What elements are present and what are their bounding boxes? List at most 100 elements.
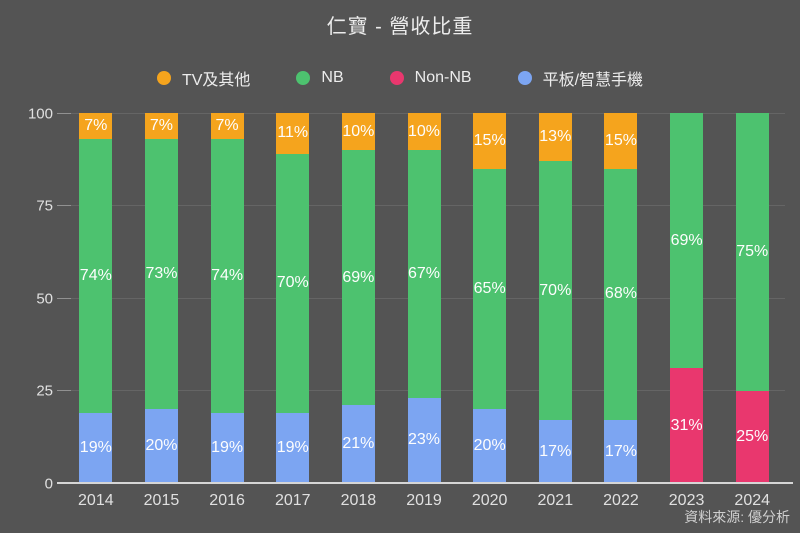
stacked-bar[interactable]: 31% 69% (670, 113, 704, 483)
bar-value-label: 19% (276, 438, 309, 456)
legend-label: 平板/智慧手機 (542, 72, 644, 89)
bar-value-label: 7% (215, 116, 239, 134)
bar-value-label: 69% (342, 268, 375, 286)
legend-label: TV及其他 (181, 72, 251, 89)
x-axis-label: 2016 (209, 492, 245, 509)
bar-segment-平板/智慧手機: 17% (538, 420, 572, 483)
bar-value-label: 69% (670, 231, 703, 249)
y-axis-tick-label: 50 (36, 290, 53, 307)
bar-value-label: 65% (473, 279, 506, 297)
bar-value-label: 70% (276, 274, 309, 292)
bar-column: 31% 69% 2023 (654, 113, 720, 509)
legend-swatch-icon (389, 71, 404, 85)
legend: TV及其他 NB Non-NB 平板/智慧手機 (0, 66, 800, 90)
bar-column: 23% 67% 10% 2019 (391, 113, 457, 509)
bar-value-label: 10% (342, 122, 375, 140)
bar-value-label: 17% (604, 442, 637, 460)
bar-value-label: 70% (539, 281, 572, 299)
stacked-bar[interactable]: 21% 69% 10% (341, 113, 375, 483)
y-axis-tick (57, 112, 71, 114)
chart-title: 仁寶 - 營收比重 (326, 16, 474, 38)
bar-column: 19% 74% 7% 2016 (194, 113, 260, 509)
x-axis-label: 2020 (471, 492, 508, 509)
bar-value-label: 74% (79, 266, 112, 284)
bar-columns: 19% 74% 7% 2014 20% 73% 7% 2015 19% 74% 7% 2016 19% 7… (63, 113, 785, 509)
y-axis-tick-label: 25 (36, 382, 53, 400)
bar-segment-TV及其他: 7% (79, 113, 113, 139)
bar-value-label: 7% (84, 116, 108, 134)
bar-value-label: 15% (473, 131, 506, 149)
bar-segment-Non-NB: 31% (670, 368, 704, 483)
bar-value-label: 21% (342, 435, 375, 453)
bar-column: 17% 68% 15% 2022 (588, 113, 654, 509)
bar-value-label: 75% (736, 242, 769, 260)
stacked-bar[interactable]: 19% 74% 7% (79, 113, 113, 483)
bar-column: 20% 73% 7% 2015 (129, 113, 195, 509)
bar-value-label: 20% (473, 437, 506, 454)
bar-value-label: 20% (145, 437, 178, 454)
bar-segment-NB: 69% (670, 113, 704, 369)
bar-segment-TV及其他: 15% (473, 113, 507, 169)
y-axis-tick-label: 100 (27, 105, 53, 122)
legend-item[interactable]: NB (296, 69, 344, 87)
y-axis-tick-label: 75 (36, 197, 53, 215)
bar-segment-TV及其他: 13% (538, 113, 572, 162)
x-axis-label: 2022 (603, 492, 639, 509)
bar-segment-平板/智慧手機: 19% (210, 412, 244, 483)
bar-column: 21% 69% 10% 2018 (326, 113, 392, 509)
stacked-bar[interactable]: 19% 74% 7% (210, 113, 244, 483)
bar-column: 19% 70% 11% 2017 (260, 113, 326, 509)
bar-segment-NB: 73% (144, 138, 178, 409)
x-axis-label: 2018 (340, 492, 377, 509)
bar-segment-平板/智慧手機: 17% (604, 420, 638, 483)
bar-segment-TV及其他: 7% (144, 113, 178, 139)
legend-item[interactable]: 平板/智慧手機 (517, 66, 644, 90)
x-axis-label: 2015 (143, 492, 180, 509)
bar-column: 25% 75% 2024 (719, 113, 785, 509)
stacked-bar[interactable]: 19% 70% 11% (276, 113, 310, 483)
plot-area: 19% 74% 7% 2014 20% 73% 7% 2015 19% 74% 7% 2016 19% 7… (28, 105, 793, 509)
bar-column: 20% 65% 15% 2020 (457, 113, 523, 509)
source-note: 資料來源: 優分析 (684, 509, 790, 525)
legend-label: NB (321, 69, 344, 86)
bar-value-label: 19% (79, 438, 112, 456)
bar-segment-Non-NB: 25% (735, 390, 769, 483)
bar-segment-NB: 75% (735, 113, 769, 391)
legend-item[interactable]: TV及其他 (156, 66, 251, 90)
bar-segment-平板/智慧手機: 23% (407, 397, 441, 483)
y-axis-tick (57, 390, 71, 391)
stacked-bar[interactable]: 17% 70% 13% (538, 113, 572, 483)
x-axis-label: 2024 (734, 492, 771, 509)
bar-column: 19% 74% 7% 2014 (63, 113, 129, 509)
bar-segment-NB: 74% (79, 138, 113, 413)
y-axis-tick (57, 205, 71, 206)
bar-segment-平板/智慧手機: 20% (144, 409, 178, 483)
x-axis-label: 2019 (406, 492, 442, 509)
x-axis-label: 2014 (78, 492, 114, 509)
stacked-bar[interactable]: 20% 73% 7% (144, 113, 178, 483)
stacked-bar[interactable]: 17% 68% 15% (604, 113, 638, 483)
bar-value-label: 11% (277, 124, 309, 142)
stacked-bar[interactable]: 20% 65% 15% (473, 113, 507, 483)
bar-segment-NB: 70% (276, 153, 310, 413)
bar-segment-NB: 69% (341, 150, 375, 406)
legend-item[interactable]: Non-NB (389, 69, 472, 87)
bar-value-label: 19% (211, 438, 244, 456)
stacked-bar[interactable]: 23% 67% 10% (407, 113, 441, 483)
bar-segment-平板/智慧手機: 21% (341, 405, 375, 483)
bar-value-label: 67% (408, 264, 441, 282)
bar-segment-平板/智慧手機: 19% (79, 412, 113, 483)
bar-segment-平板/智慧手機: 19% (276, 412, 310, 483)
x-axis-label: 2017 (274, 492, 311, 509)
bar-column: 17% 70% 13% 2021 (522, 113, 588, 509)
bar-segment-TV及其他: 10% (341, 113, 375, 151)
stacked-bar[interactable]: 25% 75% (735, 113, 769, 483)
bar-segment-TV及其他: 10% (407, 113, 441, 151)
bar-value-label: 68% (604, 285, 637, 303)
bar-segment-NB: 68% (604, 168, 638, 421)
bar-segment-TV及其他: 15% (604, 113, 638, 169)
bar-segment-TV及其他: 11% (276, 113, 310, 154)
bar-segment-NB: 70% (538, 161, 572, 421)
y-axis-tick (57, 297, 71, 299)
bar-value-label: 25% (736, 427, 769, 445)
